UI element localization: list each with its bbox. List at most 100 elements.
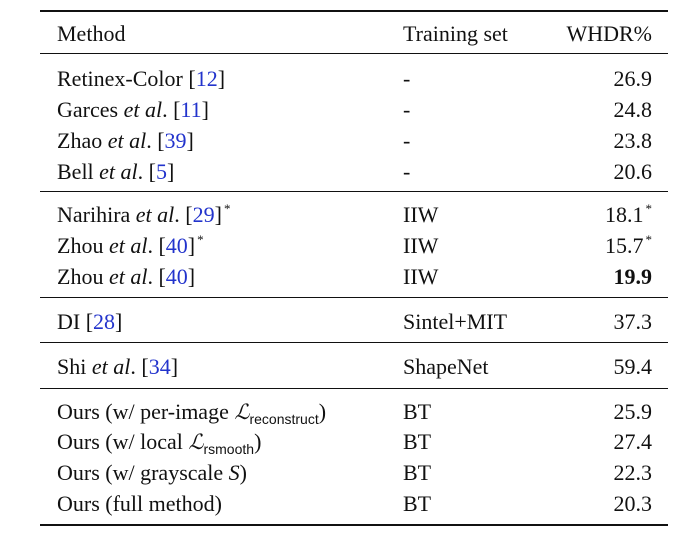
citation-link[interactable]: 29 [192, 202, 215, 227]
math-symbol: S [228, 460, 240, 485]
whdr-value: 20.3 [613, 491, 653, 516]
math-subscript: reconstruct [249, 411, 319, 427]
et-al: et al [91, 354, 131, 379]
citation-asterisk: * [197, 232, 204, 247]
method-name: Zhao [57, 128, 108, 153]
whdr-value: 23.8 [614, 126, 653, 156]
et-al: et al [108, 264, 148, 289]
citation-link[interactable]: 11 [180, 97, 202, 122]
method-cell: Zhao et al. [39] [57, 128, 194, 153]
training-set-cell: Sintel+MIT [403, 309, 508, 334]
citation-link[interactable]: 40 [165, 264, 188, 289]
method-cell: Ours (full method) [57, 489, 222, 519]
group-rule-4 [40, 388, 668, 389]
et-al: et al [107, 128, 147, 153]
et-al: et al [135, 202, 175, 227]
math-symbol: ℒ [234, 400, 250, 424]
whdr-value: 19.9 [614, 262, 653, 292]
training-set-cell: BT [403, 399, 432, 424]
method-name: Bell [57, 159, 100, 184]
whdr-value: 59.4 [614, 352, 653, 382]
header-metric: WHDR% [566, 21, 652, 46]
training-set-cell: IIW [403, 233, 439, 258]
training-set-cell: - [403, 159, 411, 184]
training-set-cell: BT [403, 460, 432, 485]
whdr-number: 15.7 [605, 233, 644, 258]
citation-link[interactable]: 28 [93, 309, 116, 334]
whdr-value: 24.8 [614, 95, 653, 125]
header-rule [40, 53, 668, 54]
method-name: Ours (full method) [57, 491, 222, 516]
table-row: Bell et al. [5] - 20.6 [40, 157, 668, 187]
table-row: Narihira et al. [29] * IIW 18.1 * [40, 200, 668, 230]
table-row: Retinex-Color [12] - 26.9 [40, 64, 668, 94]
citation-link[interactable]: 40 [165, 233, 188, 258]
table-row: Ours (w/ grayscale S) BT 22.3 [40, 458, 668, 488]
table-row: Ours (full method) BT 20.3 [40, 489, 668, 519]
method-name: Garces [57, 97, 124, 122]
method-suffix: ) [318, 399, 327, 424]
et-al: et al [123, 97, 163, 122]
whdr-number: 23.8 [613, 128, 653, 153]
table-row: DI [28] Sintel+MIT 37.3 [40, 307, 668, 337]
et-al: et al [99, 159, 138, 184]
citation-asterisk: * [223, 201, 231, 216]
value-asterisk: * [645, 232, 653, 247]
training-set-cell: BT [403, 491, 432, 516]
citation-link[interactable]: 39 [164, 128, 187, 153]
whdr-number: 18.1 [605, 202, 644, 227]
whdr-value: 20.6 [614, 157, 653, 187]
whdr-value: 18.1 * [605, 200, 652, 233]
method-cell: Zhou et al. [40] [57, 264, 196, 289]
math-subscript: rsmooth [203, 441, 255, 457]
method-name: Ours (w/ grayscale [57, 460, 229, 485]
method-name: DI [57, 309, 86, 334]
citation-link[interactable]: 5 [156, 159, 167, 184]
method-cell: DI [28] [57, 309, 123, 334]
method-cell: Bell et al. [5] [57, 159, 175, 184]
et-al: et al [108, 233, 148, 258]
method-cell: Retinex-Color [12] [57, 66, 226, 91]
citation-link[interactable]: 12 [195, 66, 218, 91]
citation-link[interactable]: 34 [148, 354, 171, 379]
method-cell: Narihira et al. [29] * [57, 201, 231, 227]
table-row: Ours (w/ local ℒrsmooth) BT 27.4 [40, 427, 668, 457]
whdr-value: 37.3 [614, 307, 653, 337]
table-row: Shi et al. [34] ShapeNet 59.4 [40, 352, 668, 382]
training-set-cell: - [403, 97, 411, 122]
method-name: Ours (w/ per-image [57, 399, 235, 424]
header-training-set: Training set [403, 21, 508, 46]
training-set-cell: IIW [403, 264, 439, 289]
method-name: Retinex-Color [57, 66, 189, 91]
whdr-number: 37.3 [613, 309, 653, 334]
method-cell: Ours (w/ per-image ℒreconstruct) [57, 397, 326, 429]
whdr-value: 15.7 * [605, 231, 652, 264]
method-name: Narihira [57, 202, 136, 227]
top-rule [40, 10, 668, 12]
training-set-cell: ShapeNet [403, 354, 489, 379]
table-row: Garces et al. [11] - 24.8 [40, 95, 668, 125]
method-suffix: ) [239, 460, 247, 485]
header-method: Method [57, 21, 126, 46]
whdr-value: 22.3 [613, 460, 653, 485]
bottom-rule [40, 524, 668, 526]
whdr-value: 25.9 [613, 399, 653, 424]
table-row: Zhou et al. [40] * IIW 15.7 * [40, 231, 668, 261]
method-name: Shi [57, 354, 92, 379]
method-name: Zhou [57, 264, 109, 289]
method-cell: Garces et al. [11] [57, 97, 209, 122]
training-set-cell: BT [403, 429, 432, 454]
header-row: Method Training set WHDR% [40, 19, 668, 49]
group-rule-3 [40, 342, 668, 343]
whdr-value: 27.4 [613, 429, 653, 454]
value-asterisk: * [645, 201, 653, 216]
whdr-number: 59.4 [613, 354, 653, 379]
method-cell: Ours (w/ grayscale S) [57, 458, 247, 488]
training-set-cell: - [403, 128, 411, 153]
whdr-value: 26.9 [614, 64, 653, 94]
table-row: Zhao et al. [39] - 23.8 [40, 126, 668, 156]
whdr-number: 24.8 [613, 97, 653, 122]
method-name: Ours (w/ local [57, 429, 189, 454]
group-rule-1 [40, 191, 668, 192]
whdr-number: 20.6 [613, 159, 653, 184]
